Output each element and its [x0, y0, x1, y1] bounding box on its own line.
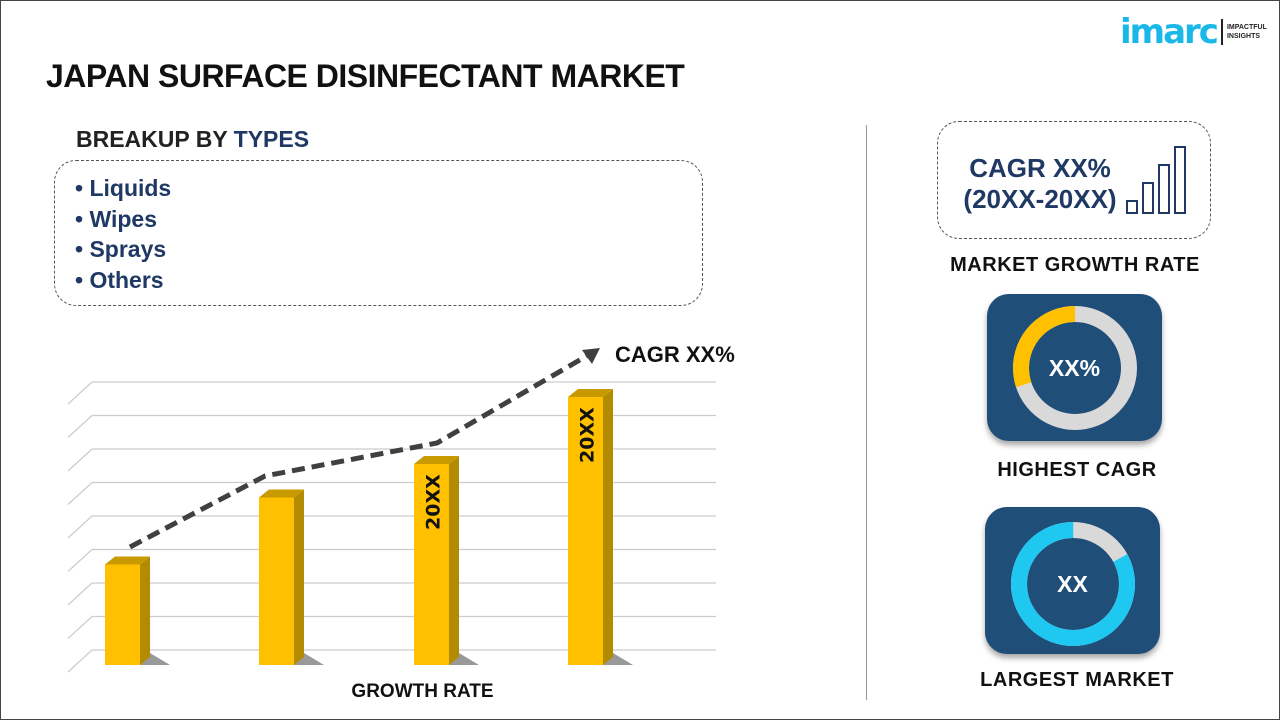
bar-top: [105, 556, 150, 565]
breakup-heading: BREAKUP BY TYPES: [76, 126, 310, 152]
imarc-logo: imarc IMPACTFUL INSIGHTS: [1120, 12, 1267, 52]
bar: [105, 564, 140, 665]
gridline-slant: [67, 381, 93, 405]
type-item: • Others: [75, 266, 164, 293]
bar: [259, 497, 294, 665]
bar: [568, 397, 603, 665]
x-axis-label: GROWTH RATE: [351, 681, 494, 702]
bar-top: [259, 489, 304, 498]
bar-top: [414, 456, 459, 464]
types-box: • Liquids • Wipes • Sprays • Others: [54, 160, 703, 306]
largest-market-ring: [1011, 522, 1135, 646]
bar-side: [449, 456, 459, 665]
bar-growth-icon: [1126, 146, 1186, 214]
logo-separator: [1220, 19, 1223, 45]
largest-market-tile: XX: [985, 507, 1160, 654]
largest-market-value: XX: [1057, 571, 1088, 597]
highest-cagr-value: XX%: [1048, 355, 1101, 381]
highest-cagr-ring: [1013, 306, 1137, 430]
gridline-slant: [67, 616, 93, 639]
gridline-slant: [67, 515, 93, 539]
trend-arrow-icon: [582, 348, 600, 364]
gridline-slant: [67, 415, 93, 438]
gridline-slant: [67, 448, 93, 472]
bar-label: 20XX: [577, 407, 599, 463]
bar-side: [294, 489, 304, 665]
market-growth-value: CAGR XX% (20XX-20XX): [963, 153, 1117, 214]
highest-cagr-label: HIGHEST CAGR: [997, 459, 1157, 481]
chart-cagr-label: CAGR XX%: [615, 342, 735, 367]
bar: [414, 464, 449, 665]
type-item: • Wipes: [75, 205, 157, 232]
bar-top: [568, 389, 613, 397]
ring-highlight: [1013, 306, 1137, 430]
highest-cagr-tile: XX%: [987, 294, 1162, 441]
divider: [866, 125, 867, 700]
bar-side: [140, 556, 150, 665]
gridline-slant: [67, 649, 93, 673]
growth-chart: 20XX 20XX: [67, 348, 716, 673]
trend-line: [128, 351, 592, 550]
page-title: JAPAN SURFACE DISINFECTANT MARKET: [46, 58, 685, 94]
gridline-slant: [67, 582, 93, 606]
bar-side: [603, 389, 613, 665]
logo-word: imarc: [1120, 12, 1219, 52]
market-growth-label: MARKET GROWTH RATE: [950, 254, 1200, 276]
logo-tagline: IMPACTFUL INSIGHTS: [1226, 24, 1267, 40]
gridline-slant: [67, 549, 93, 572]
type-item: • Liquids: [75, 175, 172, 201]
bar-label: 20XX: [423, 474, 445, 530]
market-growth-box: [937, 121, 1211, 239]
gridline-slant: [67, 482, 93, 505]
largest-market-label: LARGEST MARKET: [980, 669, 1174, 691]
type-item: • Sprays: [75, 236, 167, 262]
